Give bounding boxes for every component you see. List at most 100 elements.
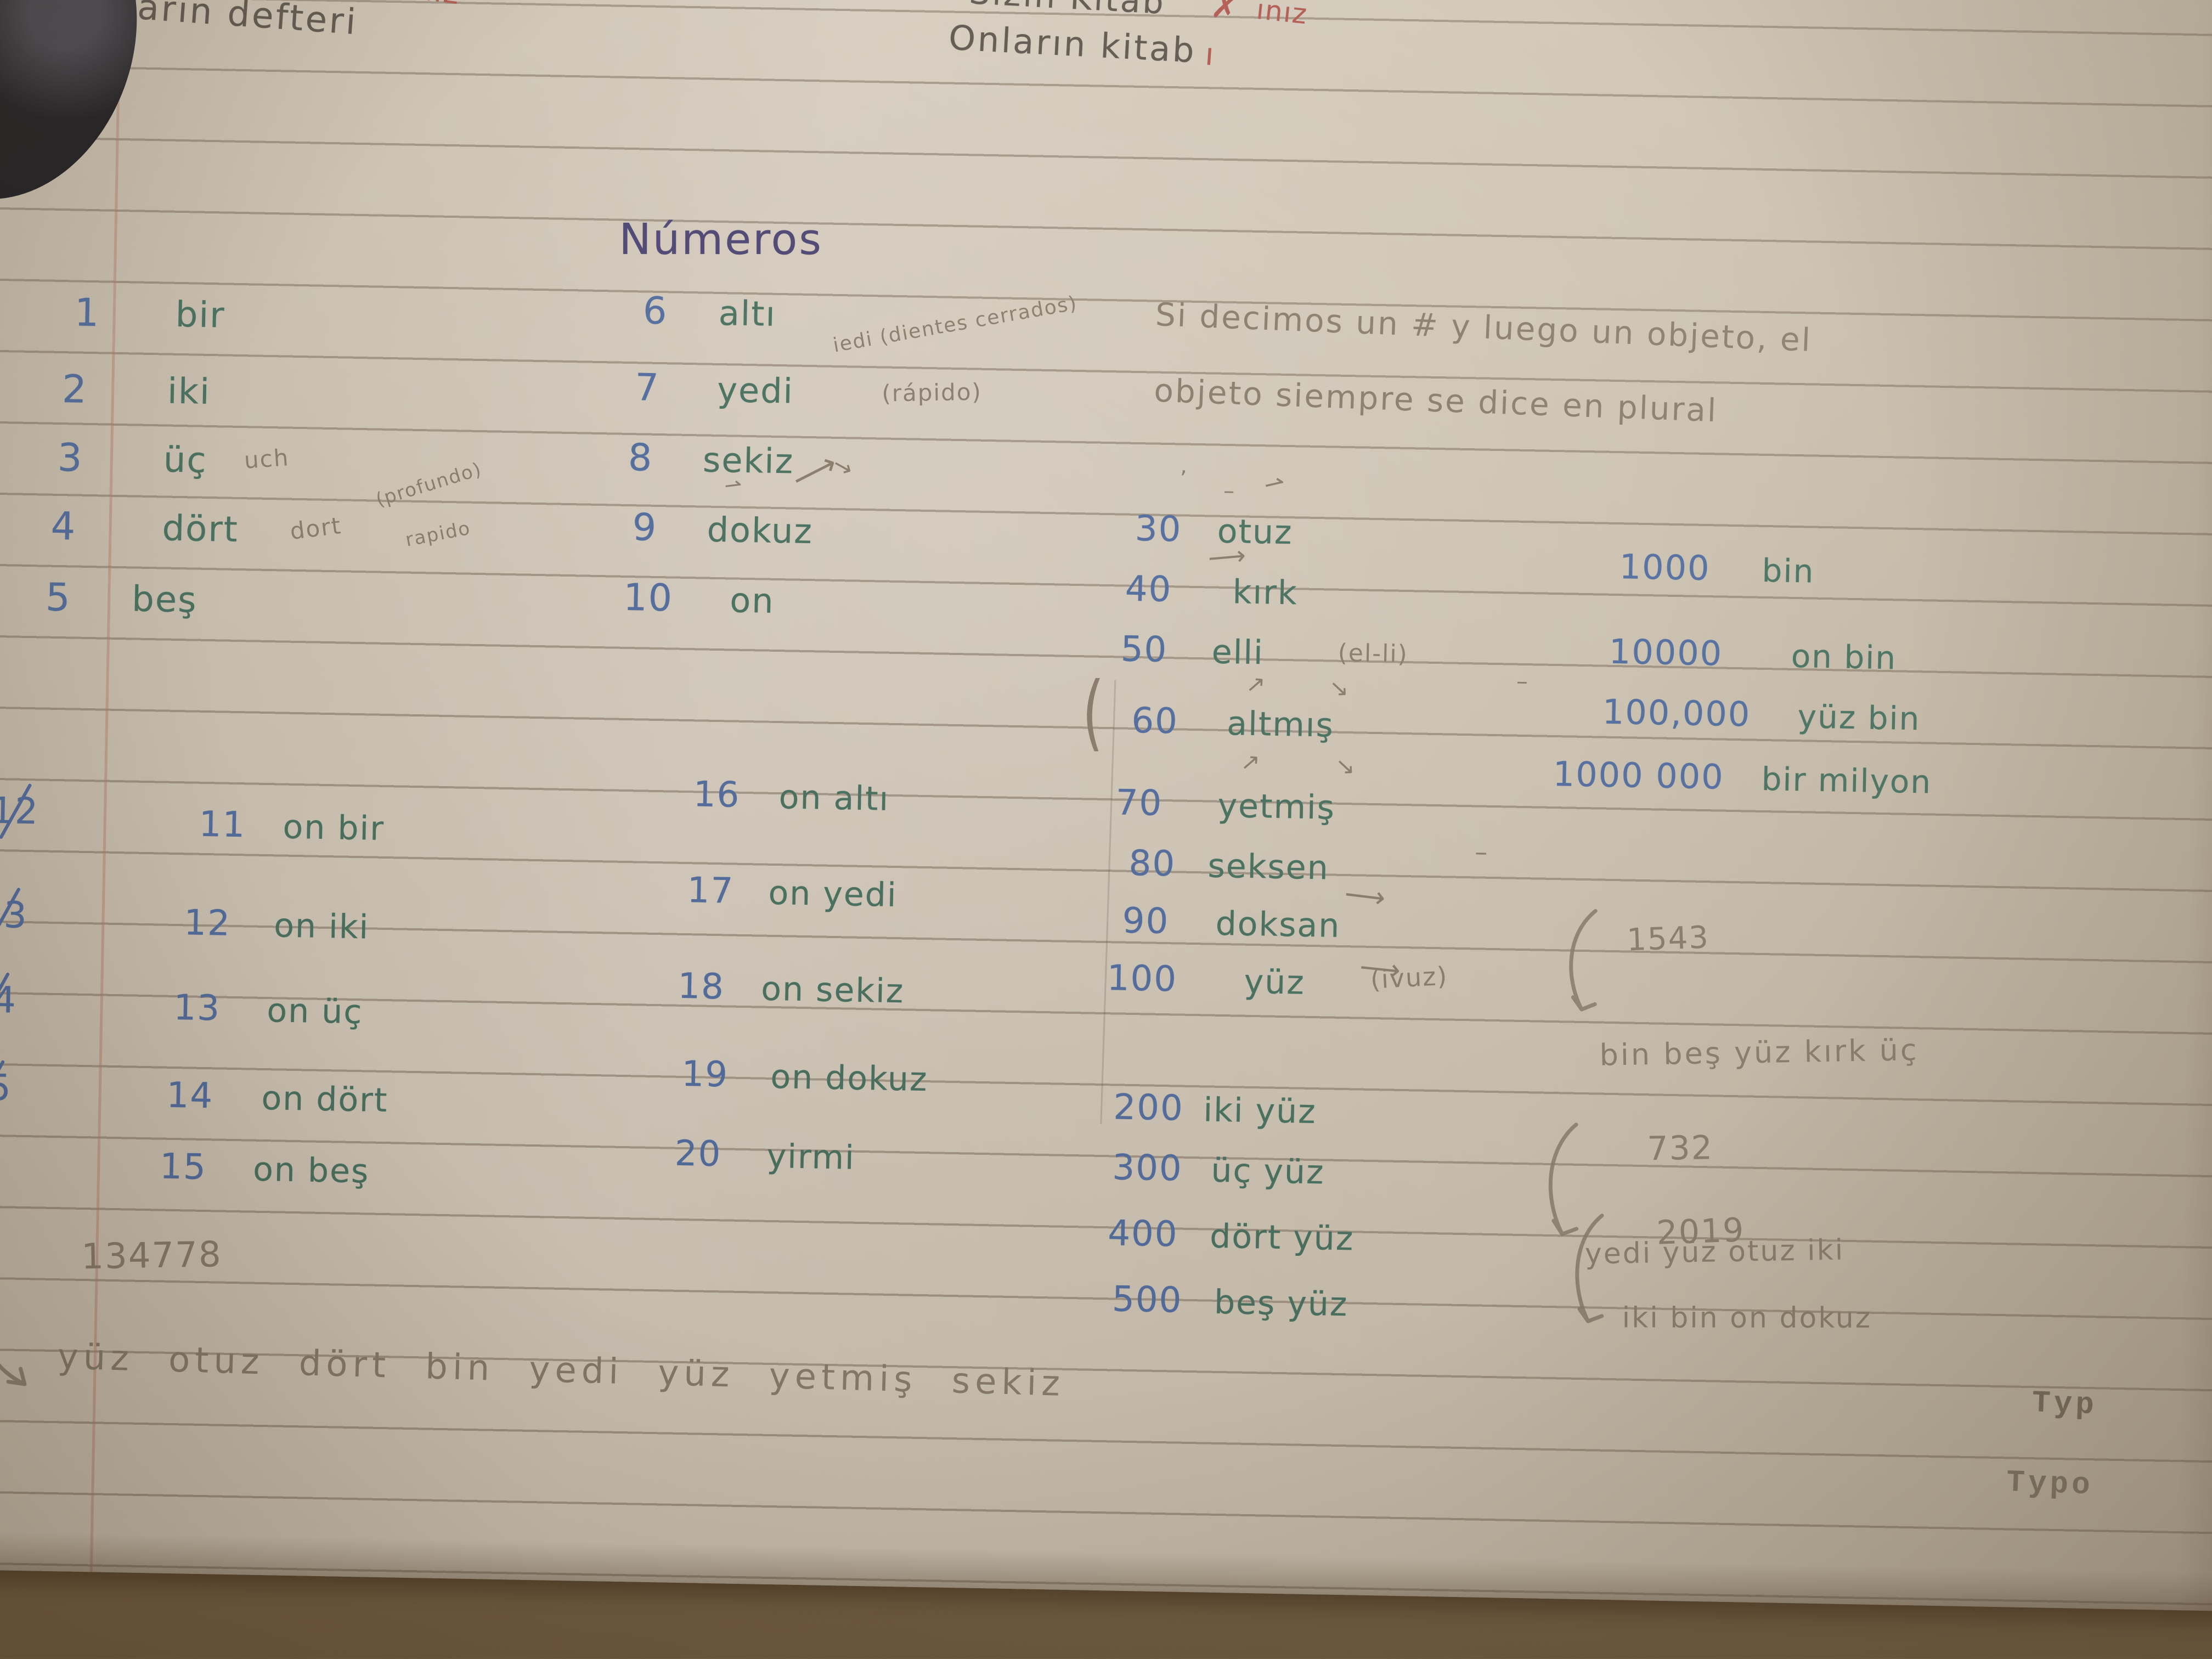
pencil-note: (rápido) <box>881 378 983 407</box>
example-words: bin beş yüz kırk üç <box>1599 1032 1920 1073</box>
turkish-word: bir <box>175 294 226 336</box>
example-number: 732 <box>1646 1128 1714 1169</box>
turkish-word: yetmiş <box>1217 786 1336 827</box>
pencil-dash-icon: – <box>1516 667 1530 695</box>
number: 4 <box>50 503 77 549</box>
turkish-word: sekiz <box>702 439 794 482</box>
pencil-paren-icon: ( <box>1081 663 1106 760</box>
number: 10 <box>623 575 674 620</box>
turkish-word: beş yüz <box>1214 1283 1349 1324</box>
number: 100,000 <box>1602 691 1751 735</box>
pencil-dash-icon: – <box>1474 837 1489 867</box>
number: 50 <box>1120 629 1168 671</box>
pencil-note: (el-li) <box>1338 639 1409 669</box>
page-title: Números <box>619 215 823 265</box>
turkish-word: on yedi <box>768 873 898 915</box>
number: 3 <box>57 435 84 481</box>
turkish-word: dört yüz <box>1209 1217 1355 1259</box>
pencil-arrow-icon: ⇀ <box>723 471 744 498</box>
turkish-word: on sekiz <box>760 969 905 1011</box>
number: 400 <box>1107 1213 1179 1255</box>
number: 1000 <box>1619 546 1711 589</box>
turkish-word: on beş <box>252 1150 370 1191</box>
pencil-note: uch <box>243 444 290 474</box>
number: 18 <box>677 966 725 1008</box>
turkish-word: seksen <box>1207 847 1330 888</box>
curved-arrow-icon <box>0 1252 27 1386</box>
pencil-dash-icon: – <box>1223 478 1236 504</box>
curved-arrow-icon <box>1548 1122 1579 1236</box>
number: 19 <box>681 1053 729 1096</box>
paper-brand-text: Typ <box>2031 1385 2098 1423</box>
turkish-word: on bir <box>283 808 385 848</box>
number: 30 <box>1135 508 1182 550</box>
notebook-page: Bizim kitab ımız Sizin defter iniz Onlar… <box>0 0 2212 1612</box>
turkish-word: altmış <box>1226 704 1335 745</box>
example-words: iki bin on dokuz <box>1622 1301 1872 1335</box>
turkish-word: yedi <box>716 369 794 411</box>
turkish-word: on üç <box>266 991 363 1032</box>
number: 60 <box>1131 700 1179 742</box>
number: 1 <box>74 290 101 336</box>
crossed-number: 12 <box>0 783 40 840</box>
turkish-word: elli <box>1211 633 1265 673</box>
turkish-word: iki <box>167 371 211 413</box>
number: 10000 <box>1609 631 1723 674</box>
number: 40 <box>1125 568 1172 611</box>
turkish-word: on altı <box>778 778 890 819</box>
turkish-word: bin <box>1762 551 1815 590</box>
number: 17 <box>686 870 735 912</box>
number: 12 <box>183 902 232 944</box>
number: 7 <box>634 366 661 410</box>
number: 8 <box>628 436 654 480</box>
turkish-word: yirmi <box>766 1137 856 1177</box>
pencil-arrow-icon: ⟶ <box>1342 877 1389 916</box>
number: 14 <box>166 1075 214 1117</box>
number: 9 <box>632 506 658 550</box>
pencil-arrow-icon: ⟶ <box>1206 540 1249 574</box>
turkish-word: beş <box>131 579 198 621</box>
example-number: 1543 <box>1626 919 1710 958</box>
number: 11 <box>199 804 246 846</box>
example-number: 134778 <box>81 1234 223 1278</box>
turkish-word: yüz bin <box>1797 698 1921 738</box>
turkish-word: dokuz <box>707 509 814 552</box>
number: 1000 000 <box>1553 753 1725 797</box>
turkish-word: altı <box>718 292 777 334</box>
turkish-word: üç <box>163 439 208 481</box>
your-book-suffix: ınız <box>1255 0 1310 31</box>
number: 200 <box>1113 1087 1184 1129</box>
number: 300 <box>1111 1147 1183 1189</box>
number: 500 <box>1111 1279 1183 1321</box>
number: 20 <box>674 1133 722 1175</box>
turkish-word: kırk <box>1232 573 1299 613</box>
number: 15 <box>0 1065 13 1109</box>
turkish-word: dört <box>161 508 239 550</box>
turkish-word: on dokuz <box>770 1057 929 1099</box>
number: 5 <box>45 574 72 620</box>
turkish-word: yüz <box>1244 962 1306 1002</box>
curved-arrow-icon <box>1569 909 1598 1012</box>
turkish-word: bir milyon <box>1761 760 1932 801</box>
number: 100 <box>1107 958 1178 1000</box>
turkish-word: on dört <box>261 1079 388 1120</box>
curved-arrow-icon <box>1575 1214 1604 1323</box>
turkish-word: on bin <box>1791 637 1897 677</box>
number: 2 <box>61 366 88 412</box>
turkish-word: on iki <box>273 906 370 947</box>
number: 16 <box>693 774 741 816</box>
number: 90 <box>1122 900 1170 943</box>
pencil-tick-icon: ʼ <box>1180 466 1188 492</box>
turkish-word: iki yüz <box>1203 1091 1317 1132</box>
turkish-word: on <box>729 580 775 621</box>
paper-brand-text: Typo <box>2006 1464 2094 1503</box>
pencil-note: dort <box>288 512 343 545</box>
turkish-word: üç yüz <box>1210 1151 1325 1192</box>
crossed-number: 15 <box>0 1059 13 1116</box>
number: 6 <box>642 289 668 334</box>
pencil-note: (ivuz) <box>1369 961 1449 995</box>
number: 13 <box>173 987 221 1029</box>
your-book-strike-icon: ✗ <box>1209 0 1242 29</box>
number: 70 <box>1115 782 1163 824</box>
